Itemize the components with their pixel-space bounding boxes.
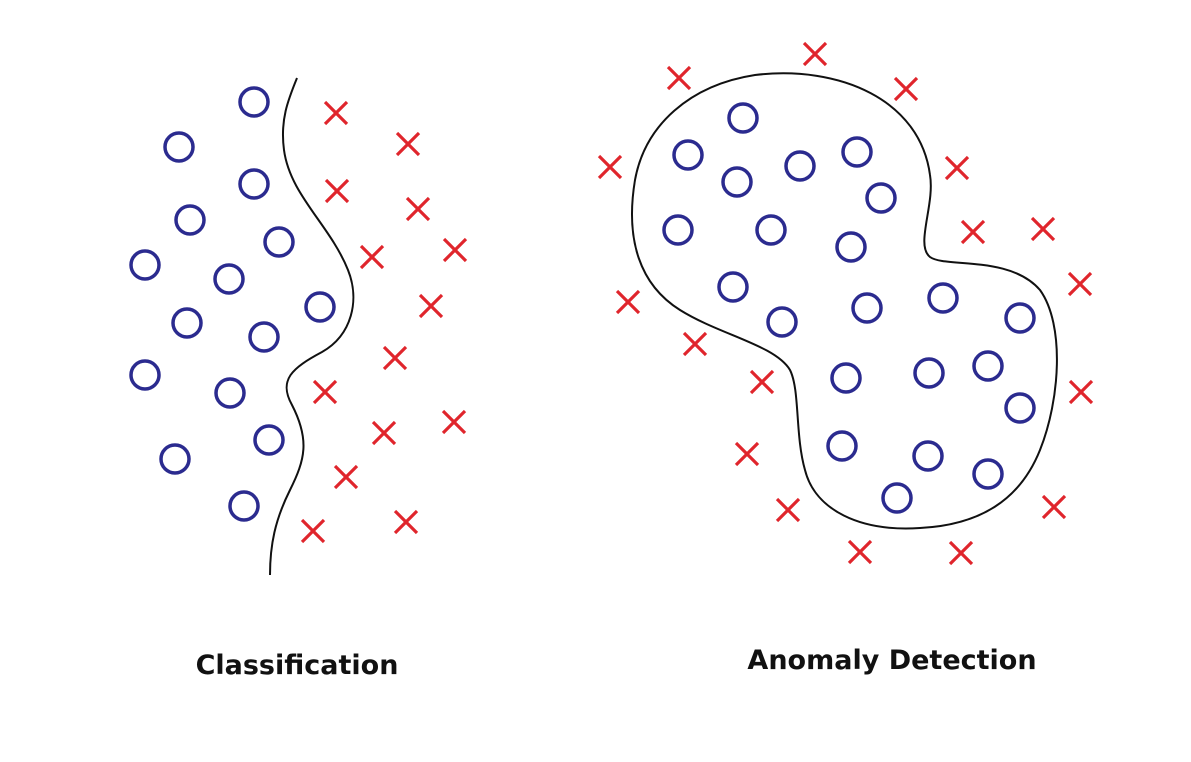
anomaly-cross [1067, 271, 1093, 297]
other-class-cross [395, 131, 421, 157]
other-class-cross [371, 420, 397, 446]
normal-point-circle [163, 131, 195, 163]
anomaly-cross [615, 289, 641, 315]
normal-point-circle [129, 249, 161, 281]
other-class-cross [382, 345, 408, 371]
normal-point-circle [721, 166, 753, 198]
normal-point-circle [927, 282, 959, 314]
normal-point-circle [881, 482, 913, 514]
normal-point-circle [972, 350, 1004, 382]
anomaly-cross [893, 76, 919, 102]
other-class-cross [324, 178, 350, 204]
anomaly-cross [749, 369, 775, 395]
normal-point-circle [662, 214, 694, 246]
normal-point-circle [865, 182, 897, 214]
other-class-cross [300, 518, 326, 544]
normal-point-circle [826, 430, 858, 462]
normal-point-circle [727, 102, 759, 134]
normal-point-circle [830, 362, 862, 394]
normal-point-circle [913, 357, 945, 389]
normal-point-circle [912, 440, 944, 472]
normal-point-circle [263, 226, 295, 258]
normal-point-circle [1004, 392, 1036, 424]
anomaly-cross [1030, 216, 1056, 242]
classification-panel [129, 77, 468, 576]
normal-point-circle [214, 377, 246, 409]
anomaly-cross [960, 219, 986, 245]
normal-point-circle [766, 306, 798, 338]
classification-label: Classification [195, 650, 399, 681]
normal-point-circle [171, 307, 203, 339]
normal-point-circle [835, 231, 867, 263]
normal-point-circle [159, 443, 191, 475]
normal-point-circle [784, 150, 816, 182]
normal-point-circle [213, 263, 245, 295]
normal-point-circle [672, 139, 704, 171]
normal-point-circle [174, 204, 206, 236]
normal-point-circle [253, 424, 285, 456]
normal-point-circle [755, 214, 787, 246]
other-class-cross [418, 293, 444, 319]
normal-point-circle [304, 291, 336, 323]
other-class-cross [442, 237, 468, 263]
normal-point-circle [851, 292, 883, 324]
anomaly-cross [944, 155, 970, 181]
normal-point-circle [248, 321, 280, 353]
anomaly-cross [1068, 379, 1094, 405]
other-class-cross [441, 409, 467, 435]
anomaly-cross [1041, 494, 1067, 520]
normal-point-circle [238, 168, 270, 200]
other-class-cross [312, 379, 338, 405]
anomaly-cross [948, 540, 974, 566]
normal-point-circle [1004, 302, 1036, 334]
normal-point-circle [841, 136, 873, 168]
anomaly-detection-label: Anomaly Detection [747, 645, 1037, 676]
other-class-cross [333, 464, 359, 490]
other-class-cross [393, 509, 419, 535]
other-class-cross [323, 100, 349, 126]
anomaly-boundary [631, 72, 1058, 530]
anomaly-cross [802, 41, 828, 67]
normal-point-circle [238, 86, 270, 118]
anomaly-cross [666, 65, 692, 91]
normal-point-circle [972, 458, 1004, 490]
anomaly-panel [597, 41, 1094, 566]
other-class-cross [405, 196, 431, 222]
anomaly-cross [847, 539, 873, 565]
normal-point-circle [228, 490, 260, 522]
other-class-cross [359, 244, 385, 270]
classification-boundary [269, 77, 355, 576]
anomaly-cross [775, 497, 801, 523]
anomaly-cross [597, 154, 623, 180]
anomaly-cross [682, 331, 708, 357]
normal-point-circle [717, 271, 749, 303]
anomaly-cross [734, 441, 760, 467]
normal-point-circle [129, 359, 161, 391]
